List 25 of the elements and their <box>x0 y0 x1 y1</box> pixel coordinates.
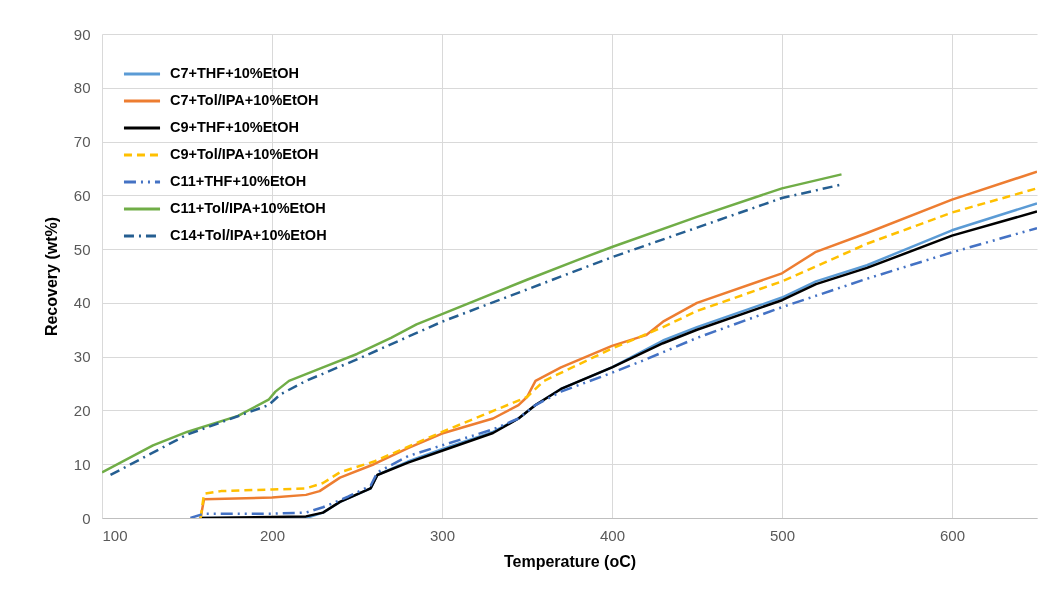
legend-label: C11+THF+10%EtOH <box>170 173 307 189</box>
y-tick-label: 40 <box>73 294 91 312</box>
y-axis-title: Recovery (wt%) <box>42 216 60 337</box>
x-tick-label: 300 <box>429 526 456 544</box>
y-tick-label: 10 <box>73 455 91 473</box>
x-tick-label: 200 <box>259 526 286 544</box>
y-tick-label: 0 <box>82 509 91 527</box>
y-tick-label: 80 <box>73 79 91 97</box>
y-tick-label: 60 <box>73 186 91 204</box>
y-tick-label: 20 <box>73 401 91 419</box>
x-tick-label: 100 <box>102 526 128 544</box>
y-tick-label: 70 <box>73 133 91 151</box>
legend-label: C7+Tol/IPA+10%EtOH <box>170 92 319 108</box>
legend-label: C11+Tol/IPA+10%EtOH <box>170 200 326 216</box>
legend-label: C9+THF+10%EtOH <box>170 119 299 135</box>
y-tick-label: 50 <box>73 240 91 258</box>
x-axis-title: Temperature (oC) <box>503 552 637 570</box>
legend-label: C7+THF+10%EtOH <box>170 65 299 81</box>
legend-label: C14+Tol/IPA+10%EtOH <box>170 227 327 243</box>
legend-label: C9+Tol/IPA+10%EtOH <box>170 146 319 162</box>
x-tick-label: 500 <box>769 526 796 544</box>
x-tick-label: 400 <box>599 526 626 544</box>
x-tick-label: 600 <box>939 526 966 544</box>
y-tick-label: 90 <box>73 25 91 43</box>
y-tick-label: 30 <box>73 348 91 366</box>
